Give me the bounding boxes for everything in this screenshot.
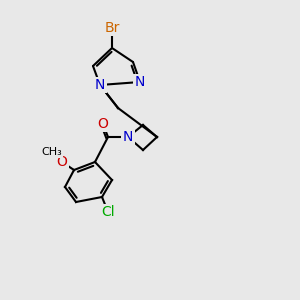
- Text: Br: Br: [104, 21, 120, 35]
- Text: O: O: [98, 117, 108, 131]
- Text: N: N: [95, 78, 105, 92]
- Text: N: N: [123, 130, 133, 144]
- Text: CH₃: CH₃: [42, 147, 62, 157]
- Text: O: O: [57, 155, 68, 169]
- Text: Cl: Cl: [101, 205, 115, 219]
- Text: N: N: [135, 75, 145, 89]
